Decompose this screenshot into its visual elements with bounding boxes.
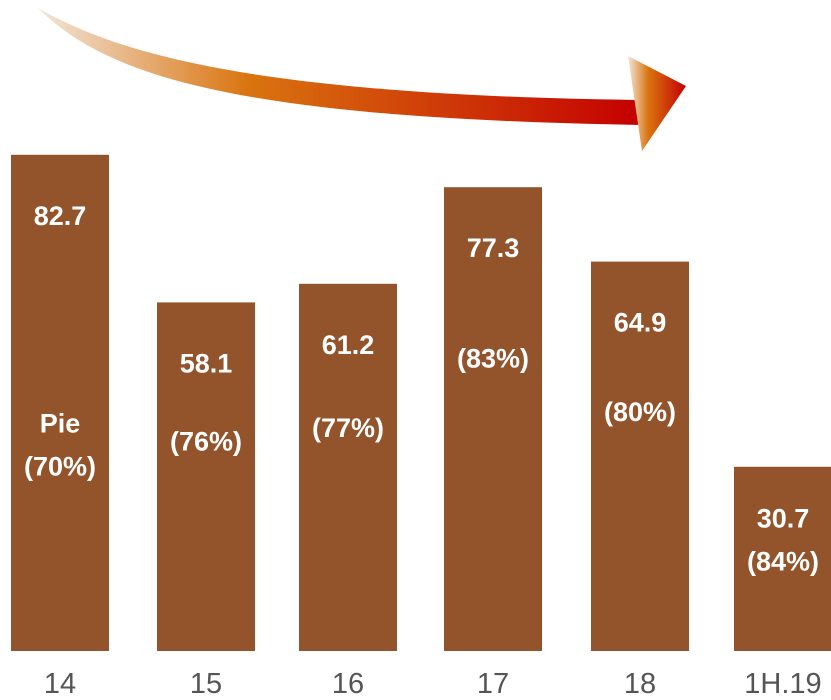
bar-14 [11,154,109,652]
bar-value-label: 77.3 [467,233,520,263]
bar-annotation-label: (83%) [457,343,529,373]
x-tick-label: 14 [44,668,76,700]
x-tick-label: 16 [332,668,364,700]
bar-annotation-label: (84%) [747,547,819,577]
data-labels: 82.7 Pie (70%) 58.1 (76%) 61.2 (77%) 77.3 (83%) 6… [24,201,819,577]
bar-18 [591,261,689,651]
trend-arrow-icon [38,8,686,151]
x-tick-label: 18 [624,668,656,700]
bar-value-label: 64.9 [614,308,667,338]
bar-value-label: 58.1 [180,348,233,378]
bar-annotation-label: (76%) [170,426,242,456]
bar-value-label: 61.2 [322,330,375,360]
trend-arrow-shaft [38,8,640,125]
bar-annotation-label: (77%) [312,413,384,443]
bar-annotation-label: (80%) [604,397,676,427]
x-tick-label: 17 [477,668,509,700]
bar-16 [299,283,397,651]
bar-17 [444,187,542,651]
bar-value-label: 30.7 [757,504,810,534]
trend-arrow-head [628,56,686,151]
bar-15 [157,302,255,651]
bar-annotation-label: (70%) [24,452,96,482]
x-tick-label: 15 [190,668,222,700]
x-tick-label: 1H.19 [744,668,821,700]
x-axis-tick-labels: 14 15 16 17 18 1H.19 [44,668,822,700]
bar-annotation-label: Pie [40,409,81,439]
bar-value-label: 82.7 [34,201,87,231]
bar-1H.19 [734,466,831,651]
bar-series [11,154,831,652]
